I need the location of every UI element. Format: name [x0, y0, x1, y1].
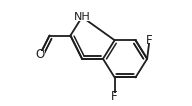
Text: NH: NH	[74, 12, 90, 22]
Text: F: F	[111, 89, 118, 103]
FancyBboxPatch shape	[35, 51, 46, 57]
FancyBboxPatch shape	[75, 13, 89, 21]
Text: F: F	[146, 34, 153, 47]
Text: O: O	[36, 48, 45, 61]
FancyBboxPatch shape	[110, 93, 119, 99]
FancyBboxPatch shape	[145, 38, 154, 43]
